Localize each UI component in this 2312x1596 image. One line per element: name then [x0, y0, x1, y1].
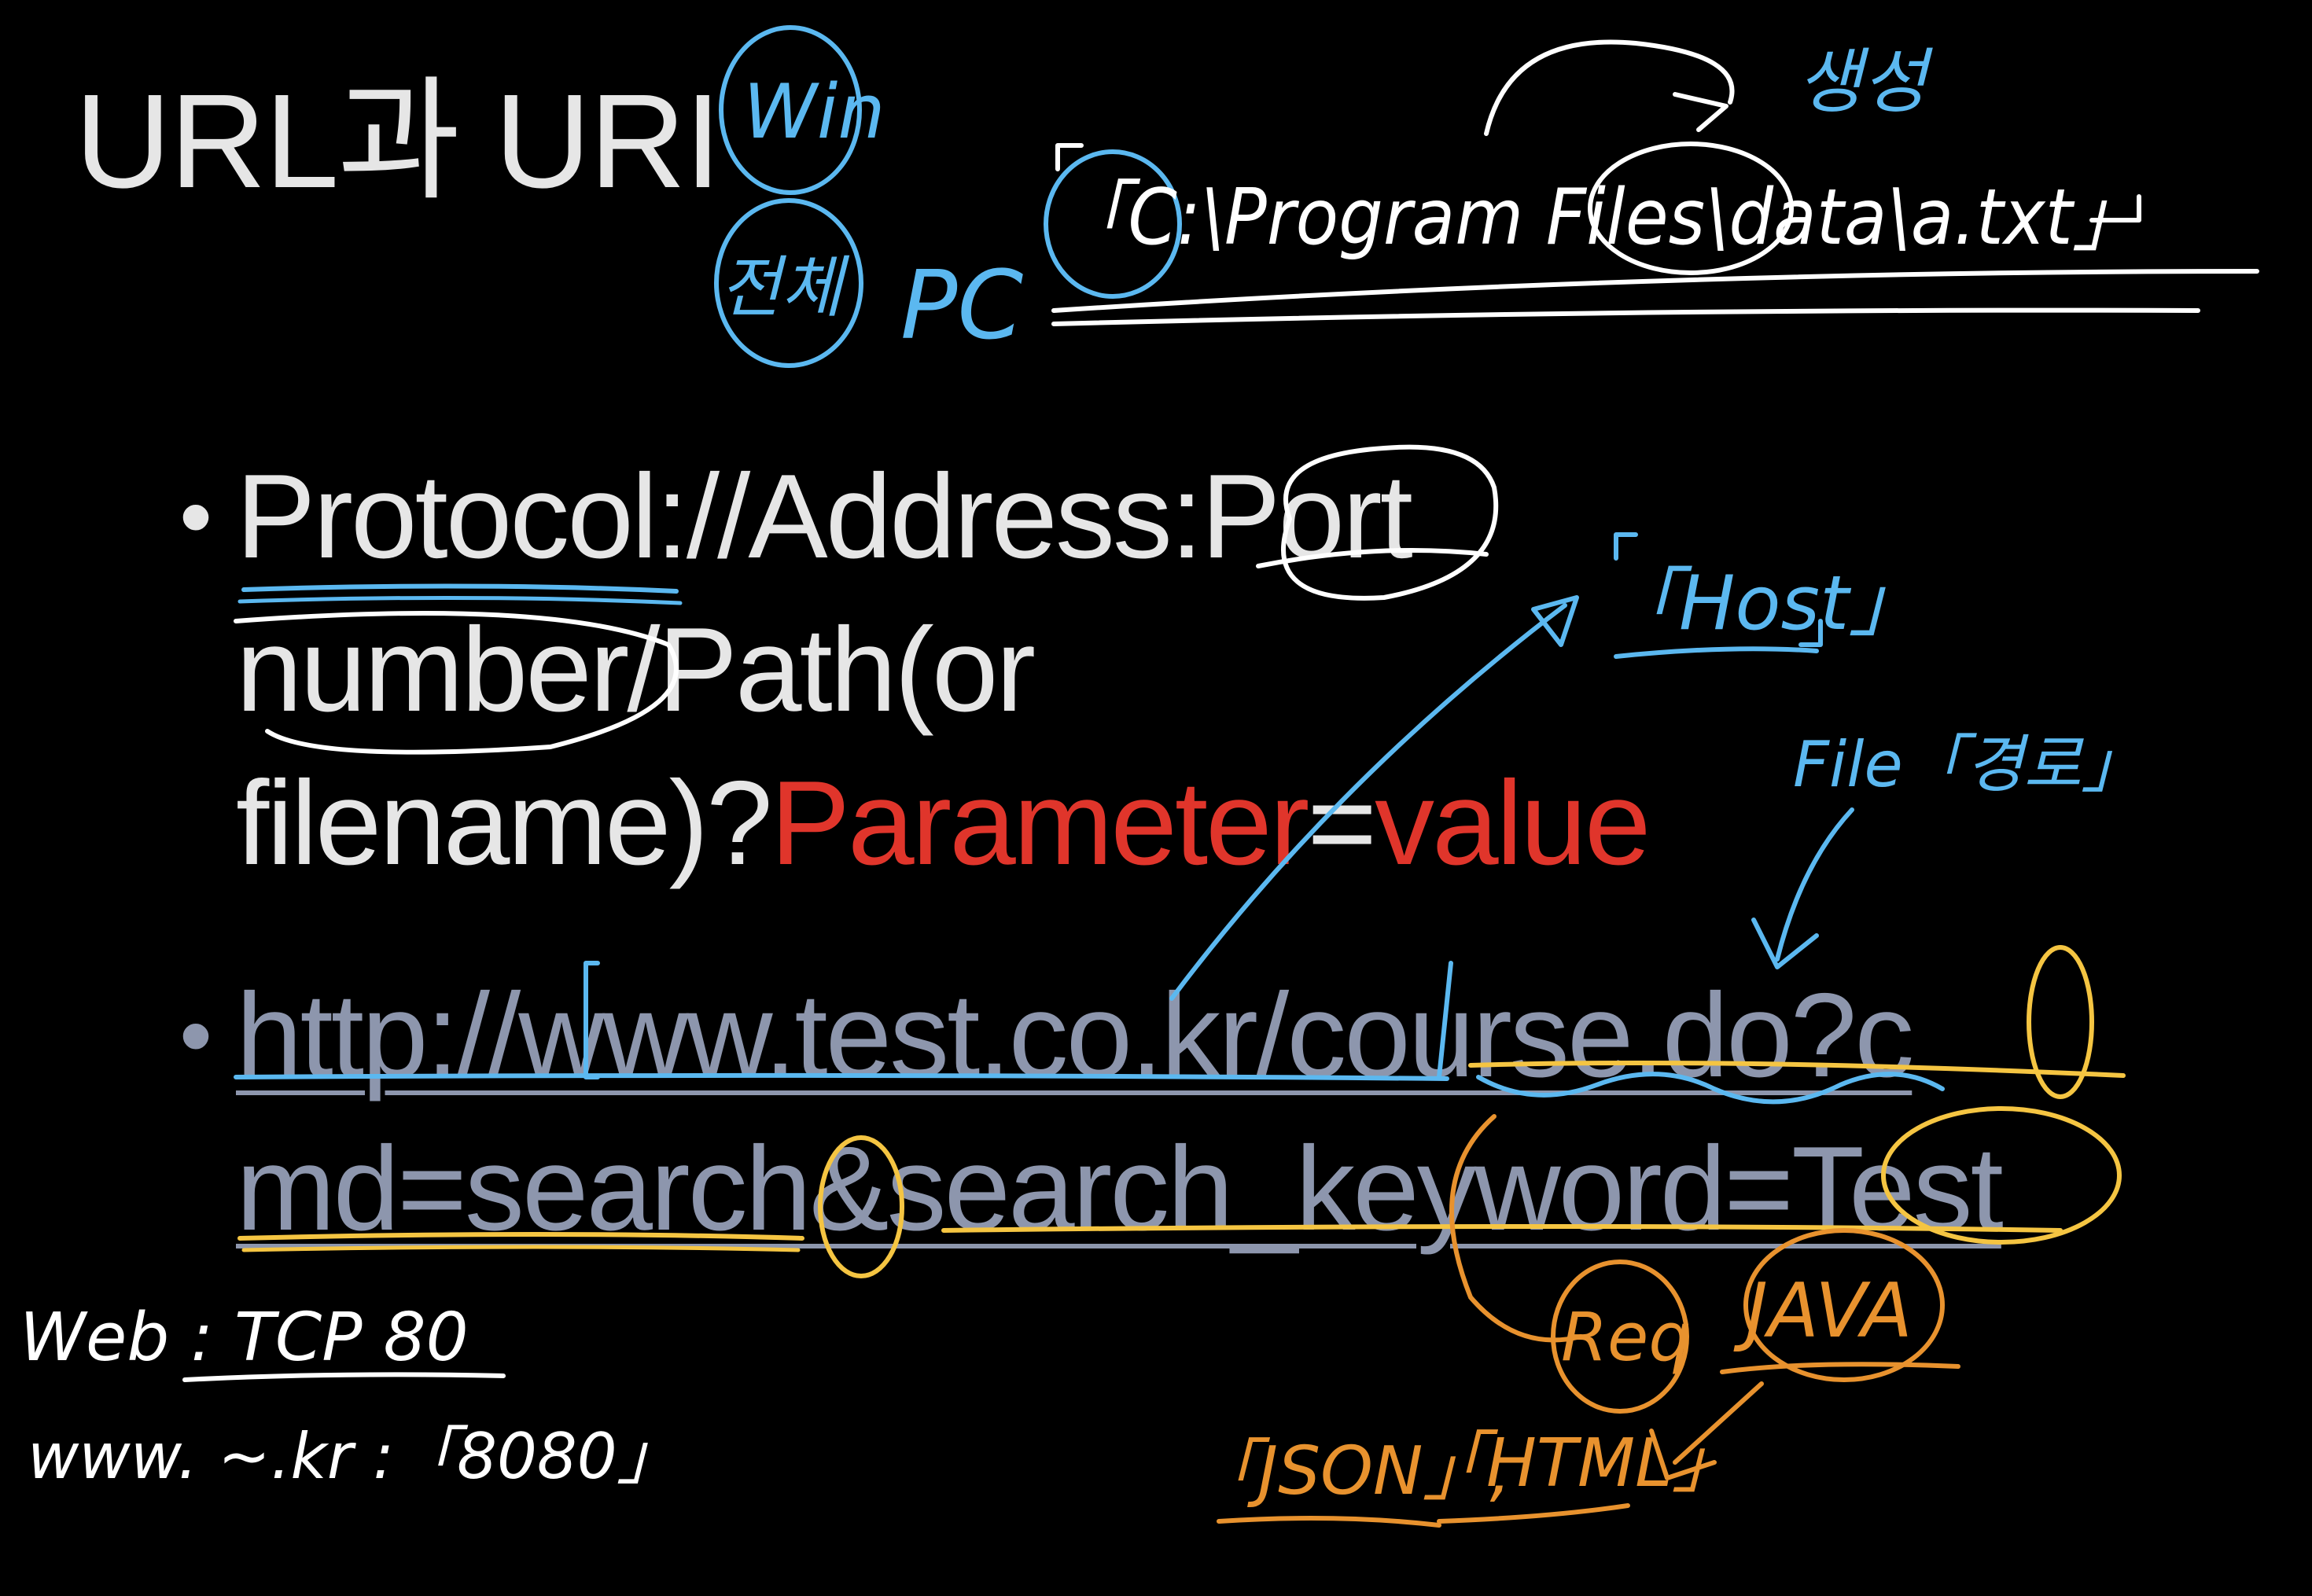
query-underline-2	[241, 1245, 801, 1252]
host-underline	[1614, 646, 1819, 659]
url-wavy-underline	[1476, 1072, 1945, 1105]
file-path-arrow	[1775, 807, 1854, 962]
host-label: 「Host」	[1604, 561, 1924, 647]
path-underline-2	[1051, 307, 2200, 326]
bullet-dot: •	[179, 464, 212, 569]
slide-title: URL과 URI	[75, 67, 721, 216]
create-arc	[1484, 39, 1735, 136]
course-underline	[1468, 1060, 2126, 1078]
url-slash-bracket-1	[584, 961, 600, 1079]
web-port-label: Web : TCP 80	[20, 1299, 469, 1377]
path-underline-1	[1051, 269, 2259, 313]
pc-label: PC	[900, 252, 1023, 361]
path-example-label: 「C:\Program Files\data\a.txt」	[1058, 173, 2143, 263]
html-underline	[1437, 1503, 1630, 1524]
url-format-line-1: Protocol://Address:Port	[236, 450, 1413, 583]
parameter-text: Parameter	[770, 756, 1310, 890]
host-arrowhead	[1531, 595, 1579, 647]
win-circle	[719, 25, 862, 195]
data-circle	[1588, 142, 1794, 275]
protocol-underline	[241, 583, 679, 594]
host-open-bracket	[1614, 532, 1638, 561]
bullet-dot: •	[179, 983, 212, 1088]
number-loop	[234, 611, 679, 755]
bullet-url-example: • http://www.test.co.kr/course.do?c md=s…	[179, 959, 2004, 1266]
filename-text: filename)?	[236, 756, 773, 890]
keyword-underline	[941, 1224, 2063, 1233]
java-label: JAVA	[1733, 1268, 1913, 1355]
url-slash-bracket-2	[1437, 961, 1453, 1079]
req-label: Req	[1561, 1299, 1691, 1377]
host-arrow	[1169, 603, 1567, 1001]
query-underline-1	[237, 1232, 804, 1241]
drive-circle	[1044, 149, 1182, 299]
test-circle	[1881, 1106, 2122, 1245]
port-loop	[1281, 444, 1499, 601]
java-arrow	[1673, 1381, 1764, 1465]
url-example-line-1[interactable]: http://www.test.co.kr/course.do?c	[236, 969, 1914, 1102]
create-arrowhead	[1673, 92, 1728, 132]
win-label: Win	[743, 69, 885, 156]
java-circle	[1743, 1228, 1945, 1382]
question-circle	[2027, 945, 2094, 1099]
req-circle	[1551, 1260, 1689, 1414]
bullet-url-format: • Protocol://Address:Port number/Path(or…	[179, 440, 1651, 900]
create-label: 생성	[1797, 41, 1934, 123]
protocol-underline-2	[237, 595, 683, 605]
value-text: value	[1375, 756, 1651, 890]
java-underline	[1720, 1362, 1960, 1374]
host-close-bracket	[1798, 619, 1823, 647]
url-format-line-3: filename)?Parameter=value	[236, 747, 1651, 900]
json-underline	[1217, 1516, 1441, 1528]
url-blue-underline	[234, 1072, 1449, 1081]
file-path-label: File「경로」	[1793, 728, 2144, 801]
jeonche-label: 전체	[720, 249, 850, 327]
ampersand-circle	[818, 1135, 904, 1278]
www-port-label: www. ~.kr :「8080」	[28, 1420, 680, 1493]
json-label: 「JSON」,	[1191, 1432, 1511, 1510]
tcp-underline	[182, 1372, 506, 1382]
path-close-bracket	[2089, 194, 2141, 222]
jeonche-circle	[714, 198, 863, 368]
port-loop-2	[1256, 548, 1489, 568]
req-bracket-curve	[1449, 1114, 1583, 1343]
java-arrowhead	[1649, 1429, 1717, 1480]
html-label: 「HTML」	[1419, 1425, 1740, 1502]
path-open-bracket	[1055, 143, 1084, 171]
file-path-arrowhead	[1751, 918, 1819, 969]
